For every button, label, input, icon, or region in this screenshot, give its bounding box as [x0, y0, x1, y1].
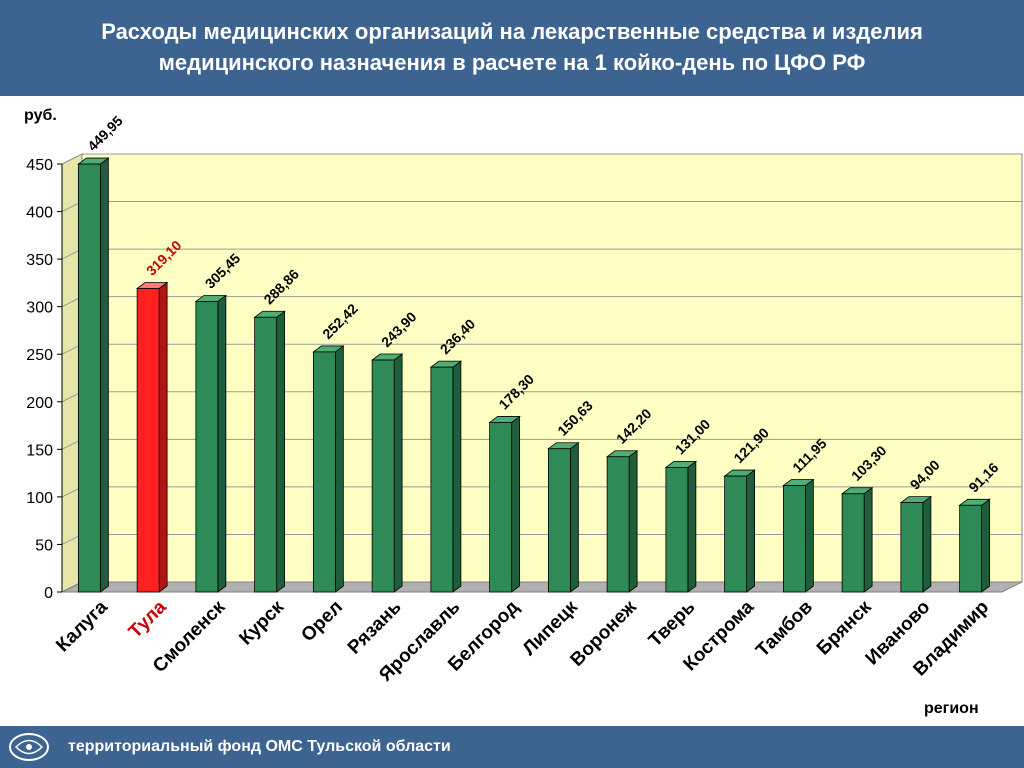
bar-front	[195, 301, 219, 593]
bar-side	[334, 345, 344, 593]
y-tick-label: 100	[26, 490, 53, 507]
bar-side	[804, 478, 814, 593]
category-label: Орел	[297, 597, 347, 647]
bar-Орел	[312, 345, 345, 593]
slide-footer: территориальный фонд ОМС Тульской област…	[0, 726, 1024, 768]
bar-side	[158, 281, 168, 593]
bar-front	[782, 485, 806, 593]
bar-side	[981, 498, 991, 593]
bars	[77, 157, 991, 593]
bar-Тамбов	[782, 478, 815, 593]
bar-front	[254, 316, 278, 593]
bar-Калуга	[77, 157, 110, 593]
title-line-2: медицинского назначения в расчете на 1 к…	[158, 50, 866, 75]
bar-side	[452, 360, 462, 593]
bar-side	[687, 460, 697, 593]
category-label: Курск	[235, 596, 288, 649]
bar-Иваново	[899, 495, 933, 593]
bar-side	[922, 495, 932, 593]
y-tick-label: 0	[44, 585, 53, 602]
bar-front	[606, 456, 630, 593]
slide-title: Расходы медицинских организаций на лекар…	[0, 16, 1024, 78]
bar-side	[99, 157, 109, 593]
bar-side	[569, 441, 579, 593]
bar-side	[511, 415, 521, 593]
bar-front	[136, 288, 160, 593]
bar-front	[959, 504, 983, 593]
bar-Ярославль	[429, 360, 463, 593]
plot-floor	[61, 581, 1023, 593]
bar-Владимир	[958, 498, 991, 593]
x-axis-label: регион	[924, 700, 979, 717]
category-label: Тамбов	[752, 597, 817, 662]
footer-text: территориальный фонд ОМС Тульской област…	[68, 738, 451, 755]
data-label: 449,95	[84, 112, 126, 154]
bar-front	[312, 351, 336, 593]
bar-front	[665, 467, 689, 593]
y-tick-label: 50	[35, 537, 53, 554]
y-axis-ticks: 0 50 100 150 200 250 300 350 400 450	[26, 157, 63, 602]
y-axis-unit-label: руб.	[24, 107, 57, 124]
y-tick-label: 300	[26, 300, 53, 317]
bar-Тула	[135, 281, 169, 593]
bar-Брянск	[840, 486, 874, 593]
bar-Кострома	[723, 469, 756, 593]
bar-side	[217, 294, 227, 593]
bar-side	[863, 486, 873, 593]
bar-Воронеж	[605, 449, 639, 593]
bar-side	[276, 310, 286, 593]
slide-header: Расходы медицинских организаций на лекар…	[0, 0, 1024, 96]
bar-Белгород	[488, 415, 521, 593]
tfoms-logo-icon	[9, 733, 49, 761]
bar-front	[430, 366, 454, 593]
bar-Рязань	[370, 353, 404, 593]
bar-front	[547, 448, 571, 593]
bar-side	[393, 353, 403, 593]
bar-front	[489, 422, 513, 593]
bar-front	[900, 502, 924, 593]
category-label: Калуга	[52, 596, 112, 656]
bar-front	[724, 475, 748, 593]
y-tick-label: 350	[26, 252, 53, 269]
title-line-1: Расходы медицинских организаций на лекар…	[101, 19, 923, 44]
y-tick-label: 200	[26, 395, 53, 412]
bar-side	[746, 469, 756, 593]
bar-front	[371, 359, 395, 593]
y-tick-label: 250	[26, 347, 53, 364]
y-tick-label: 400	[26, 205, 53, 222]
bar-Смоленск	[194, 294, 228, 593]
category-label: Тула	[125, 596, 171, 642]
bar-Тверь	[664, 460, 698, 593]
bar-Курск	[253, 310, 286, 593]
bar-front	[841, 493, 865, 593]
bar-front	[77, 163, 101, 593]
y-tick-label: 450	[26, 157, 53, 174]
y-tick-label: 150	[26, 442, 53, 459]
category-label: Тверь	[645, 597, 700, 652]
grid-line	[61, 153, 1022, 165]
bar-side	[628, 449, 638, 593]
bar-Липецк	[547, 441, 580, 593]
